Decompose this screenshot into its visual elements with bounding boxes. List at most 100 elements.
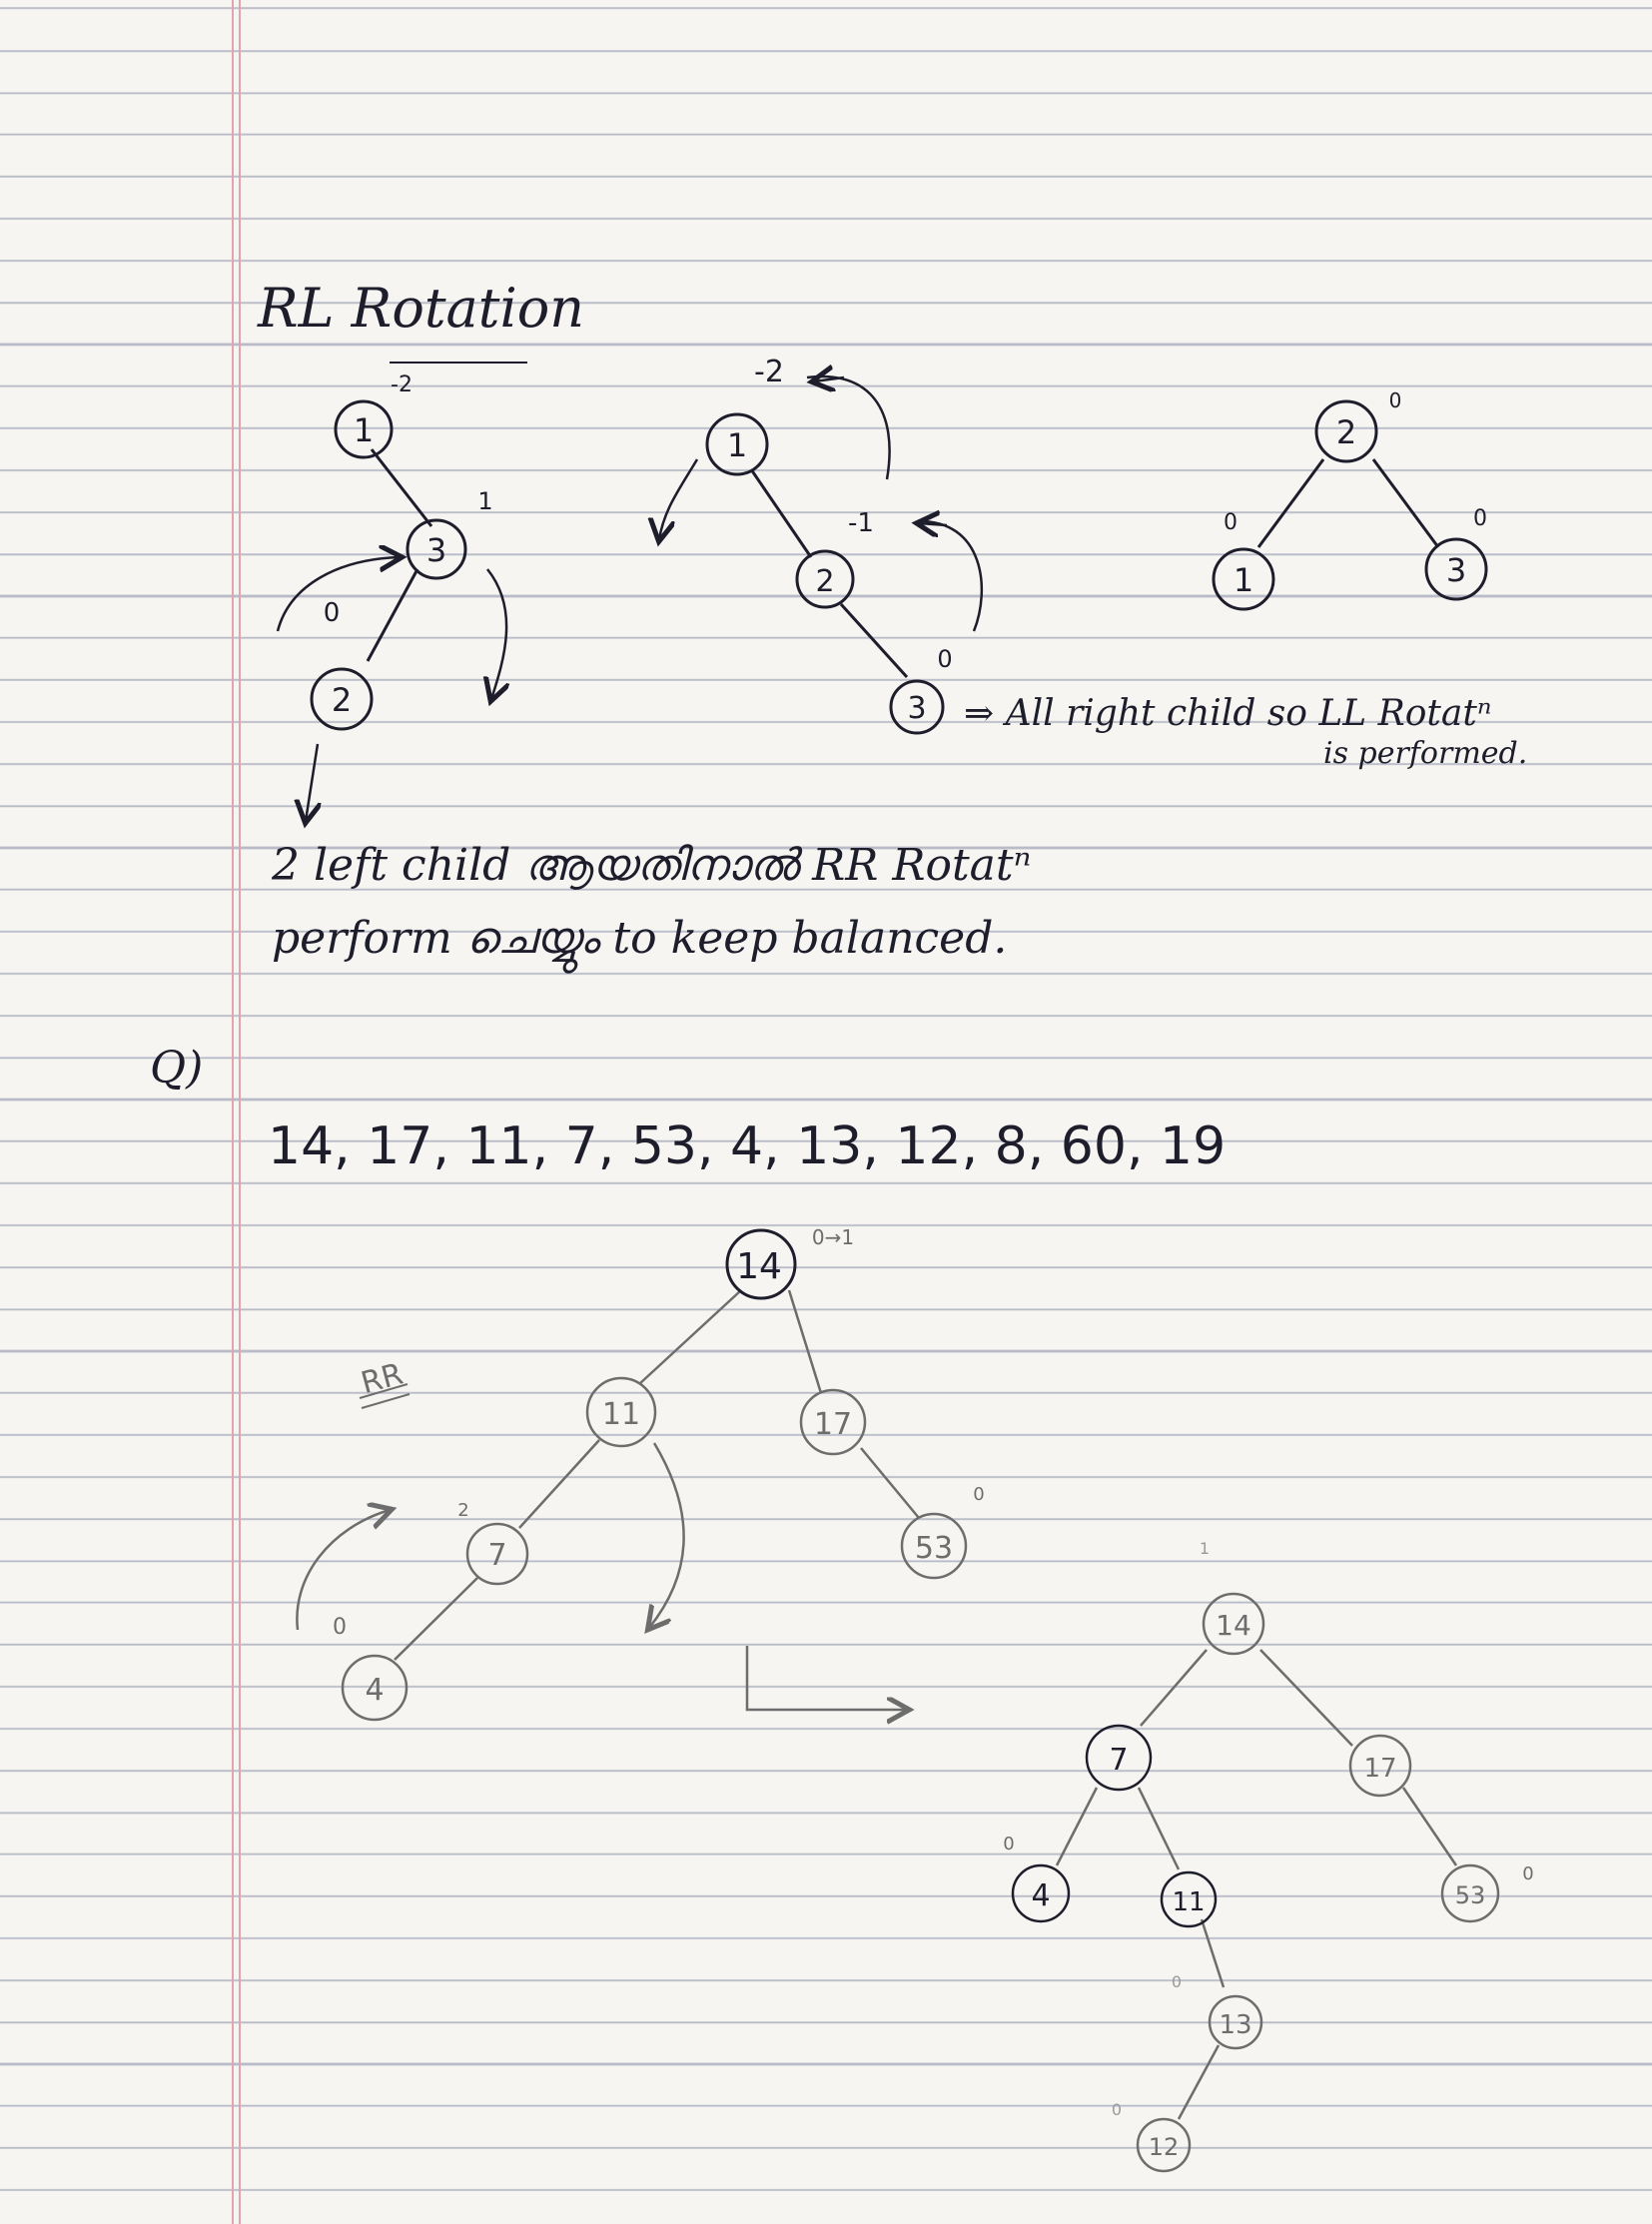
tree2-right-arrowhead <box>919 523 948 525</box>
tree3-balance-3: 0 <box>1473 506 1487 531</box>
tree3-node-1-label: 1 <box>1234 561 1253 599</box>
before-node-14 <box>725 1228 797 1300</box>
after-node-14 <box>1202 1592 1265 1656</box>
after-edge-17-53 <box>1401 1787 1458 1866</box>
after-node-17 <box>1348 1734 1412 1798</box>
after-node-13-label: 13 <box>1219 2010 1251 2040</box>
after-node-17-label: 17 <box>1363 1754 1396 1784</box>
tree-before: 14 11 17 7 53 4 0→1 2 0 0 RR <box>296 1225 985 1722</box>
rotation-label-underline-2 <box>361 1393 411 1409</box>
after-edge-14-17 <box>1259 1649 1353 1747</box>
after-edge-7-4 <box>1055 1787 1099 1866</box>
tree2-node-2 <box>795 549 855 609</box>
tree2-node-1-label: 1 <box>727 426 747 464</box>
before-node-53 <box>900 1512 968 1580</box>
tree2-top-curve <box>806 374 891 480</box>
tree1-node-3 <box>406 518 467 580</box>
tree3-balance-2: 0 <box>1389 388 1402 412</box>
rl-explain-line1: 2 left child ആയതിനാൽ RR Rotatⁿ <box>272 840 1032 891</box>
margin-line <box>232 0 234 2224</box>
tree1-balance-1: -2 <box>391 372 413 397</box>
after-node-4-label: 4 <box>1031 1878 1050 1913</box>
after-node-12-label: 12 <box>1149 2133 1180 2161</box>
rl-note-line1: ⇒ All right child so LL Rotatⁿ <box>964 693 1492 734</box>
after-node-53 <box>1440 1863 1500 1923</box>
tree2-right-curve <box>916 519 984 632</box>
after-node-11 <box>1160 1870 1218 1928</box>
after-node-11-label: 11 <box>1172 1887 1205 1917</box>
before-balance-4: 0 <box>333 1615 347 1640</box>
after-node-12 <box>1136 2117 1192 2173</box>
tree1-node-2 <box>310 667 374 731</box>
tree2-node-3 <box>889 679 945 735</box>
tree1-down-arrow <box>306 743 318 821</box>
after-node-53-label: 53 <box>1455 1881 1486 1909</box>
tree2-balance-1: -2 <box>754 355 784 389</box>
after-balance-13: 0 <box>1172 1972 1182 1991</box>
rotation-label-underline-1 <box>359 1383 409 1399</box>
before-node-11 <box>585 1376 657 1448</box>
before-balance-14: 0→1 <box>812 1225 854 1249</box>
tree1-balance-3: 1 <box>477 487 492 515</box>
tree1-node-1 <box>334 399 394 459</box>
tree2-top-arrowhead <box>814 377 845 381</box>
tree-after: 14 7 17 4 11 53 13 12 1 0 0 0 0 <box>1003 1539 1534 2173</box>
before-rotation-arrow-right <box>649 1442 685 1628</box>
tree2-balance-2: -1 <box>848 508 874 538</box>
rl-note-line2: is performed. <box>1323 736 1528 771</box>
before-node-11-label: 11 <box>602 1397 640 1432</box>
tree3-balance-1: 0 <box>1224 510 1238 535</box>
tree3-node-3 <box>1424 537 1488 601</box>
after-edge-11-13 <box>1200 1918 1226 1988</box>
tree1-edge-1-3 <box>370 448 433 527</box>
after-node-14-label: 14 <box>1216 1609 1251 1642</box>
tree2-left-arrow <box>659 458 699 539</box>
tree2-node-3-label: 3 <box>907 691 926 726</box>
after-edge-7-11 <box>1137 1787 1181 1870</box>
after-balance-14: 1 <box>1200 1539 1210 1558</box>
tree3-node-2 <box>1314 399 1378 463</box>
before-node-4 <box>341 1654 409 1722</box>
after-edge-14-7 <box>1140 1649 1208 1727</box>
after-balance-4: 0 <box>1003 1834 1014 1854</box>
before-edge-11-7 <box>518 1439 600 1529</box>
tree1-node-1-label: 1 <box>354 411 374 449</box>
before-edge-17-53 <box>860 1447 920 1519</box>
tree3-edge-2-3 <box>1371 458 1440 548</box>
before-node-14-label: 14 <box>736 1246 782 1287</box>
tree2-edge-2-3 <box>839 602 909 679</box>
tree3-node-1 <box>1212 547 1275 611</box>
before-edge-7-4 <box>394 1577 478 1661</box>
before-rotation-arrow-left <box>296 1510 390 1631</box>
rl-explain-line2: perform ചെയ്യും to keep balanced. <box>272 913 1008 964</box>
question-sequence: 14, 17, 11, 7, 53, 4, 13, 12, 8, 60, 19 <box>268 1116 1227 1176</box>
before-balance-53: 0 <box>973 1484 984 1505</box>
question-label: Q) <box>150 1043 204 1094</box>
tree1-rotation-arrow-right <box>487 568 506 699</box>
section-title: RL Rotation <box>258 277 585 340</box>
tree2-node-1 <box>705 412 769 476</box>
tree1-node-2-label: 2 <box>332 681 352 719</box>
after-node-7 <box>1085 1724 1153 1792</box>
before-edge-14-11 <box>638 1289 742 1385</box>
rotation-type-label: RR <box>358 1357 407 1402</box>
margin-line-inner <box>239 0 241 2224</box>
tree1-edge-3-2 <box>366 568 419 662</box>
before-node-7-label: 7 <box>487 1538 506 1573</box>
tree1-node-3-label: 3 <box>426 531 446 569</box>
after-edge-13-12 <box>1177 2044 1221 2120</box>
transition-arrow <box>745 1646 907 1710</box>
tree1-balance-2: 0 <box>324 598 341 628</box>
tree2-balance-3: 0 <box>937 645 952 673</box>
after-node-7-label: 7 <box>1109 1743 1128 1778</box>
after-node-13 <box>1208 1994 1263 2050</box>
tree2: 1 2 3 -2 -1 0 <box>659 355 984 735</box>
before-node-17 <box>799 1388 867 1456</box>
tree3-node-2-label: 2 <box>1336 413 1356 451</box>
before-node-4-label: 4 <box>365 1673 384 1708</box>
before-balance-7: 2 <box>457 1500 468 1521</box>
after-balance-12: 0 <box>1112 2100 1122 2119</box>
after-balance-53: 0 <box>1522 1863 1533 1884</box>
